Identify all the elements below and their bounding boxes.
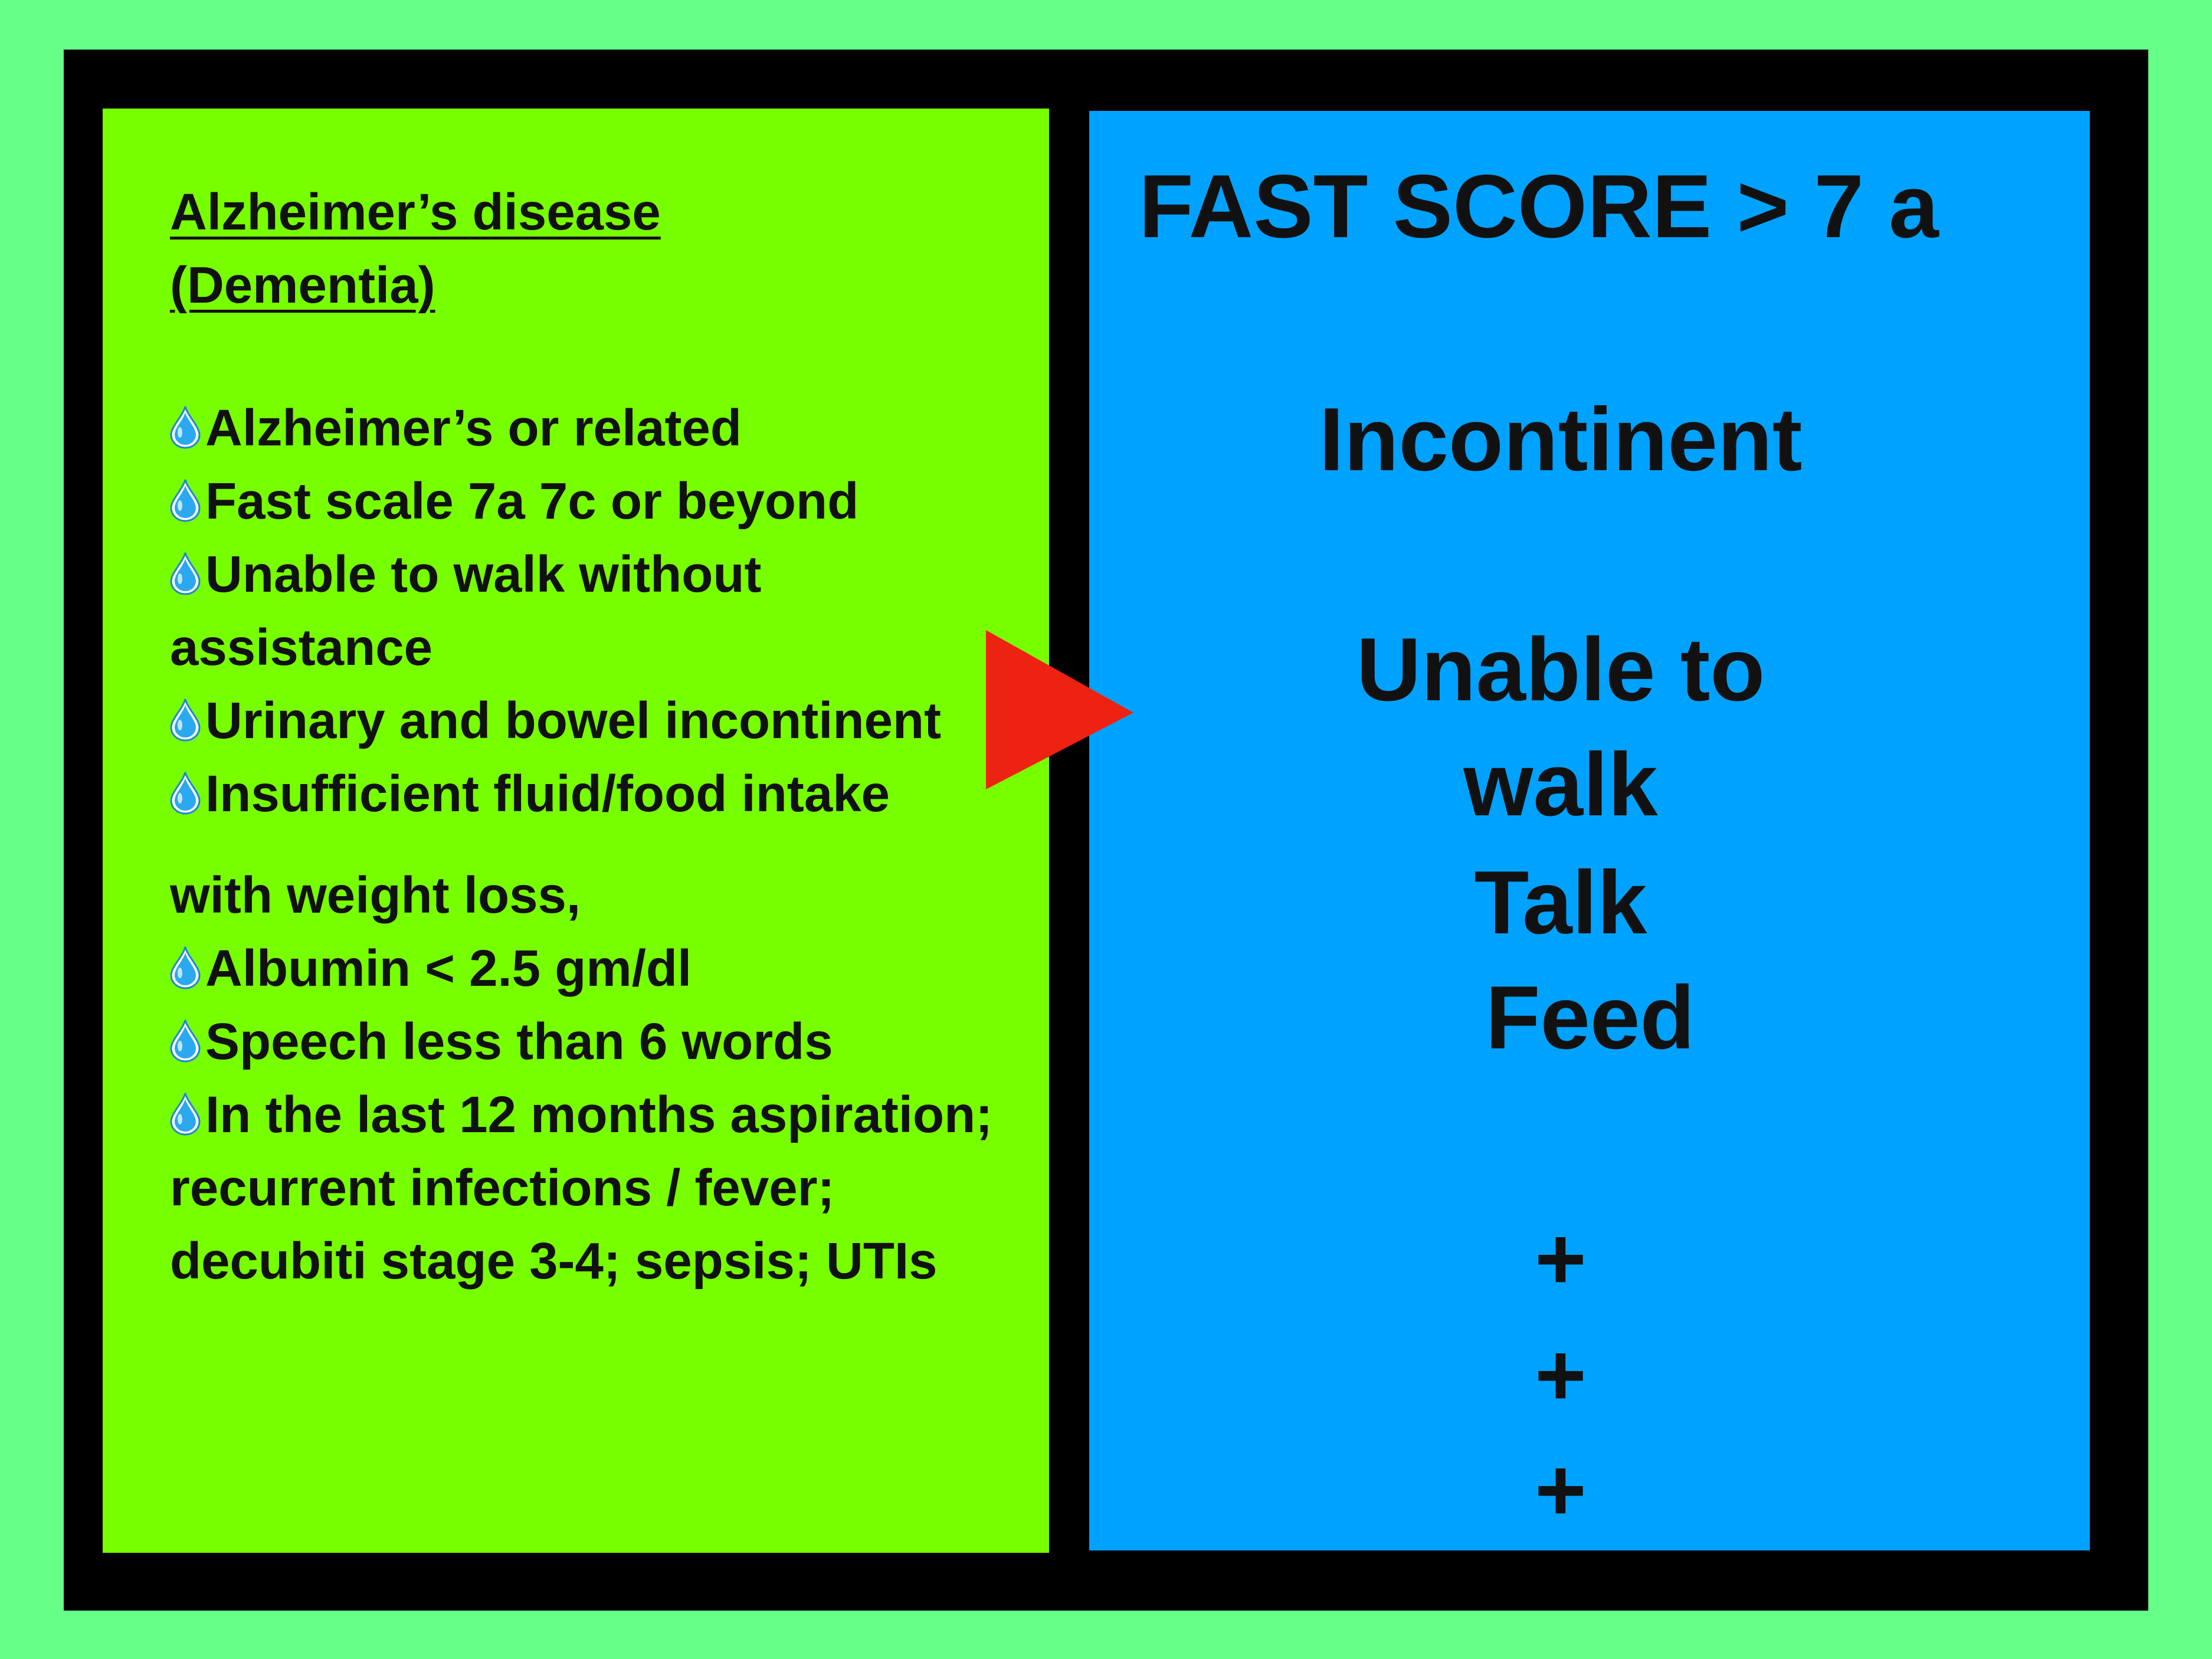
criteria-item-text: Alzheimer’s or related <box>205 399 742 457</box>
water-drop-icon <box>170 405 201 449</box>
criteria-item: In the last 12 months aspiration; recurr… <box>170 1078 1031 1298</box>
criteria-item: Alzheimer’s or related <box>170 392 1031 465</box>
symptom-incontinent: Incontinent <box>1319 389 1803 490</box>
disease-title-line-2: (Dementia) <box>170 257 435 314</box>
fast-score-heading: FAST SCORE > 7 a <box>1139 156 1939 257</box>
water-drop-icon <box>170 478 201 522</box>
water-drop-icon <box>170 771 201 815</box>
criteria-item: Speech less than 6 words <box>170 1005 1031 1078</box>
water-drop-icon <box>170 552 201 595</box>
criteria-item: Insufficient fluid/food intake <box>170 758 1031 831</box>
criteria-item: Unable to walk without assistance <box>170 538 1031 684</box>
symptom-feed: Feed <box>1485 968 1695 1068</box>
criteria-item: Urinary and bowel incontinent <box>170 684 1031 758</box>
criteria-item-text: Unable to walk without assistance <box>170 546 762 676</box>
symptom-unable-to: Unable to <box>1356 619 1765 720</box>
red-triangle-arrow-icon <box>986 630 1133 789</box>
disease-title-line-1: Alzheimer’s disease <box>170 183 661 241</box>
criteria-item-text: with weight loss, <box>170 867 581 924</box>
symptom-talk: Talk <box>1474 853 1647 953</box>
criteria-item: Albumin < 2.5 gm/dl <box>170 932 1031 1005</box>
water-drop-icon <box>170 1019 201 1063</box>
symptom-walk: walk <box>1463 735 1658 835</box>
disease-title: Alzheimer’s disease (Dementia) <box>170 176 1031 322</box>
plus-sign: + <box>1535 1440 1587 1539</box>
criteria-item-text: Insufficient fluid/food intake <box>205 765 890 822</box>
criteria-item-continuation: with weight loss, <box>170 859 1031 932</box>
criteria-item-text: Speech less than 6 words <box>205 1013 833 1070</box>
right-panel <box>1089 111 2090 1550</box>
plus-sign: + <box>1535 1209 1587 1308</box>
criteria-item-text: Albumin < 2.5 gm/dl <box>205 940 692 997</box>
criteria-item-text: In the last 12 months aspiration; recurr… <box>170 1086 993 1290</box>
water-drop-icon <box>170 698 201 742</box>
water-drop-icon <box>170 946 201 989</box>
criteria-item: Fast scale 7a 7c or beyond <box>170 465 1031 538</box>
water-drop-icon <box>170 1092 201 1136</box>
plus-sign: + <box>1535 1325 1587 1424</box>
left-panel-content: Alzheimer’s disease (Dementia) Alzheimer… <box>170 176 1031 1298</box>
criteria-item-text: Fast scale 7a 7c or beyond <box>205 473 859 530</box>
left-panel <box>103 109 1049 1553</box>
criteria-item-text: Urinary and bowel incontinent <box>205 692 942 749</box>
